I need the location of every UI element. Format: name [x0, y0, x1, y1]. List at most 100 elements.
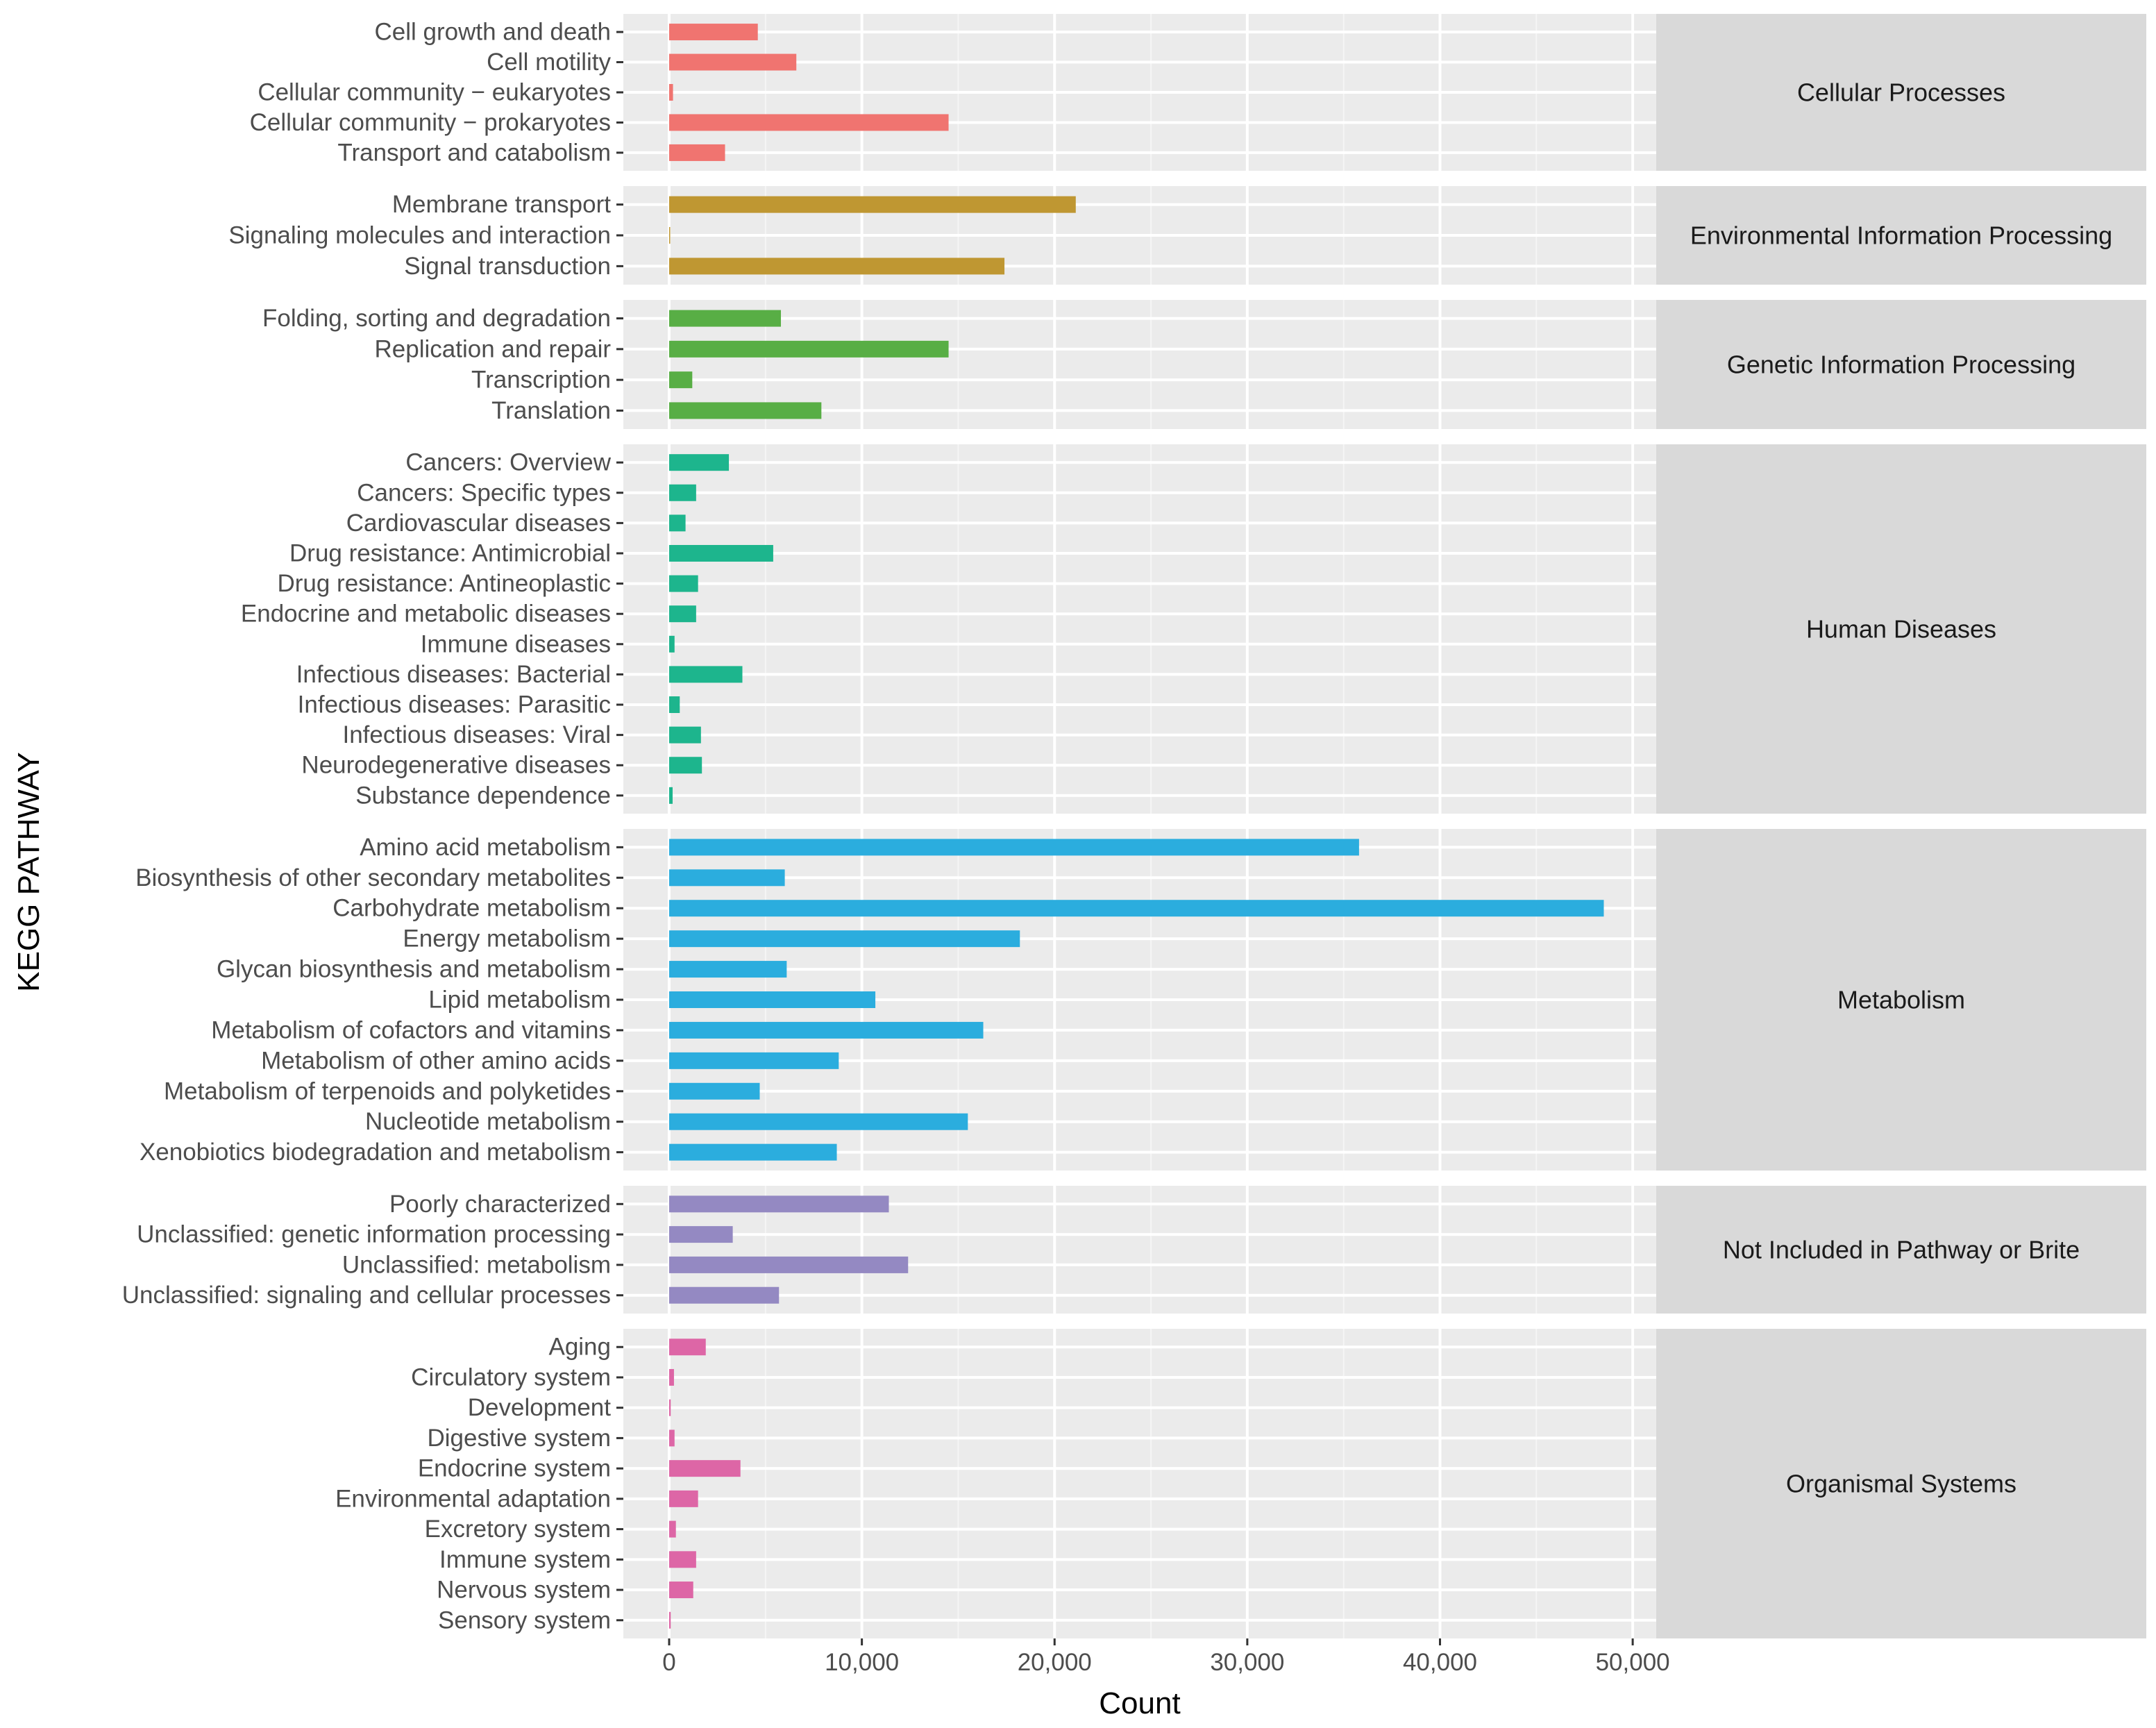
y-tick-label-xenobiotics-biodegradation-and-metabolism: Xenobiotics biodegradation and metabolis…	[140, 1139, 611, 1166]
y-tick-label-cell-growth-and-death: Cell growth and death	[375, 19, 612, 46]
y-tick-label-environmental-adaptation: Environmental adaptation	[335, 1485, 611, 1512]
y-tick-label-metabolism-of-cofactors-and-vitamins: Metabolism of cofactors and vitamins	[211, 1016, 611, 1043]
facet-panels: Cell growth and death Cell motility Cellul…	[122, 14, 2146, 1638]
panel-metabolism: Amino acid metabolism Biosynthesis of oth…	[135, 829, 2146, 1171]
bar-folding-sorting-and-degradation	[669, 310, 782, 327]
bar-transport-and-catabolism	[669, 144, 725, 161]
bar-cancers-overview	[669, 454, 730, 471]
y-tick-label-cancers-specific-types: Cancers: Specific types	[357, 479, 611, 506]
y-tick-label-neurodegenerative-diseases: Neurodegenerative diseases	[301, 752, 611, 779]
panel-background	[623, 1329, 1656, 1638]
panel-background	[623, 444, 1656, 814]
bar-unclassified-genetic-information-processing	[669, 1226, 733, 1243]
facet-strip	[1656, 186, 2146, 285]
y-tick-label-immune-diseases: Immune diseases	[421, 630, 611, 657]
bar-metabolism-of-terpenoids-and-polyketides	[669, 1082, 760, 1100]
bar-carbohydrate-metabolism	[669, 900, 1604, 917]
facet-strip	[1656, 1329, 2146, 1638]
bar-excretory-system	[669, 1520, 676, 1538]
y-tick-label-infectious-diseases-bacterial: Infectious diseases: Bacterial	[296, 661, 611, 688]
bar-xenobiotics-biodegradation-and-metabolism	[669, 1143, 837, 1161]
y-tick-label-replication-and-repair: Replication and repair	[375, 335, 612, 362]
bar-environmental-adaptation	[669, 1490, 698, 1507]
y-tick-label-infectious-diseases-viral: Infectious diseases: Viral	[342, 721, 611, 748]
y-tick-label-development: Development	[468, 1394, 611, 1421]
y-tick-label-unclassified-signaling-and-cellular-processes: Unclassified: signaling and cellular pro…	[122, 1282, 611, 1309]
y-tick-label-endocrine-and-metabolic-diseases: Endocrine and metabolic diseases	[241, 601, 611, 628]
bar-infectious-diseases-parasitic	[669, 696, 680, 714]
bar-aging	[669, 1339, 706, 1356]
x-tick-label: 10,000	[825, 1649, 899, 1676]
bar-circulatory-system	[669, 1368, 674, 1386]
bar-metabolism-of-other-amino-acids	[669, 1052, 839, 1069]
y-tick-label-excretory-system: Excretory system	[425, 1516, 611, 1543]
bar-cancers-specific-types	[669, 484, 696, 501]
y-tick-label-poorly-characterized: Poorly characterized	[389, 1191, 611, 1218]
y-axis-title: KEGG PATHWAY	[12, 752, 46, 992]
bar-glycan-biosynthesis-and-metabolism	[669, 961, 787, 978]
y-tick-label-metabolism-of-other-amino-acids: Metabolism of other amino acids	[261, 1047, 611, 1074]
x-tick-label: 40,000	[1403, 1649, 1477, 1676]
x-tick-label: 20,000	[1018, 1649, 1092, 1676]
facet-strip	[1656, 829, 2146, 1171]
facet-strip-label: Environmental Information Processing	[1690, 221, 2112, 250]
bar-nucleotide-metabolism	[669, 1113, 968, 1130]
bar-endocrine-system	[669, 1460, 741, 1477]
bar-infectious-diseases-bacterial	[669, 666, 743, 683]
bar-digestive-system	[669, 1429, 675, 1447]
bar-infectious-diseases-viral	[669, 726, 701, 744]
y-tick-label-cellular-community-eukaryotes: Cellular community − eukaryotes	[258, 79, 611, 106]
x-tick-label: 0	[662, 1649, 675, 1676]
y-tick-label-membrane-transport: Membrane transport	[392, 191, 611, 218]
y-tick-label-digestive-system: Digestive system	[427, 1425, 611, 1452]
bar-metabolism-of-cofactors-and-vitamins	[669, 1021, 984, 1039]
facet-strip	[1656, 1186, 2146, 1314]
y-tick-label-unclassified-metabolism: Unclassified: metabolism	[342, 1251, 611, 1278]
bar-transcription	[669, 371, 693, 389]
bar-drug-resistance-antineoplastic	[669, 575, 698, 592]
y-tick-label-sensory-system: Sensory system	[438, 1607, 611, 1634]
bar-substance-dependence	[669, 787, 673, 804]
bar-cardiovascular-diseases	[669, 514, 686, 532]
y-tick-label-aging: Aging	[548, 1334, 611, 1361]
y-tick-label-lipid-metabolism: Lipid metabolism	[428, 987, 611, 1014]
y-tick-label-drug-resistance-antineoplastic: Drug resistance: Antineoplastic	[277, 570, 611, 597]
y-tick-label-cellular-community-prokaryotes: Cellular community − prokaryotes	[250, 109, 611, 136]
y-tick-label-transport-and-catabolism: Transport and catabolism	[337, 139, 611, 166]
bar-replication-and-repair	[669, 340, 949, 358]
facet-strip	[1656, 14, 2146, 171]
bar-biosynthesis-of-other-secondary-metabolites	[669, 869, 785, 887]
facet-strip	[1656, 444, 2146, 814]
y-tick-label-folding-sorting-and-degradation: Folding, sorting and degradation	[262, 305, 611, 332]
bar-signaling-molecules-and-interaction	[669, 227, 671, 244]
bar-cell-motility	[669, 53, 797, 71]
y-tick-label-circulatory-system: Circulatory system	[411, 1364, 611, 1391]
facet-strip-label: Not Included in Pathway or Brite	[1723, 1236, 2080, 1264]
facet-strip-label: Human Diseases	[1806, 615, 1996, 644]
bar-development	[669, 1399, 671, 1416]
bar-neurodegenerative-diseases	[669, 757, 702, 774]
facet-strip-label: Cellular Processes	[1797, 78, 2005, 107]
y-tick-label-unclassified-genetic-information-processing: Unclassified: genetic information proces…	[137, 1221, 611, 1248]
y-tick-label-signal-transduction: Signal transduction	[404, 253, 611, 280]
y-tick-label-biosynthesis-of-other-secondary-metabolites: Biosynthesis of other secondary metaboli…	[135, 864, 611, 891]
panel-environmental-information-processing: Membrane transport Signaling molecules an…	[228, 186, 2146, 285]
bar-sensory-system	[669, 1611, 671, 1629]
x-tick-label: 30,000	[1210, 1649, 1284, 1676]
bar-signal-transduction	[669, 258, 1005, 275]
bar-unclassified-signaling-and-cellular-processes	[669, 1286, 780, 1304]
y-tick-label-amino-acid-metabolism: Amino acid metabolism	[360, 834, 611, 861]
bar-cellular-community-prokaryotes	[669, 114, 949, 131]
bar-amino-acid-metabolism	[669, 839, 1359, 856]
bar-translation	[669, 402, 822, 419]
x-tick-label: 50,000	[1596, 1649, 1670, 1676]
panel-genetic-information-processing: Folding, sorting and degradation Replicat…	[262, 300, 2146, 429]
y-tick-label-cell-motility: Cell motility	[487, 49, 611, 76]
facet-strip-label: Organismal Systems	[1786, 1470, 2016, 1498]
bar-endocrine-and-metabolic-diseases	[669, 605, 696, 623]
y-tick-label-infectious-diseases-parasitic: Infectious diseases: Parasitic	[298, 691, 611, 719]
y-tick-label-endocrine-system: Endocrine system	[418, 1455, 611, 1482]
panel-organismal-systems: Aging Circulatory system Development Digest…	[335, 1329, 2146, 1638]
